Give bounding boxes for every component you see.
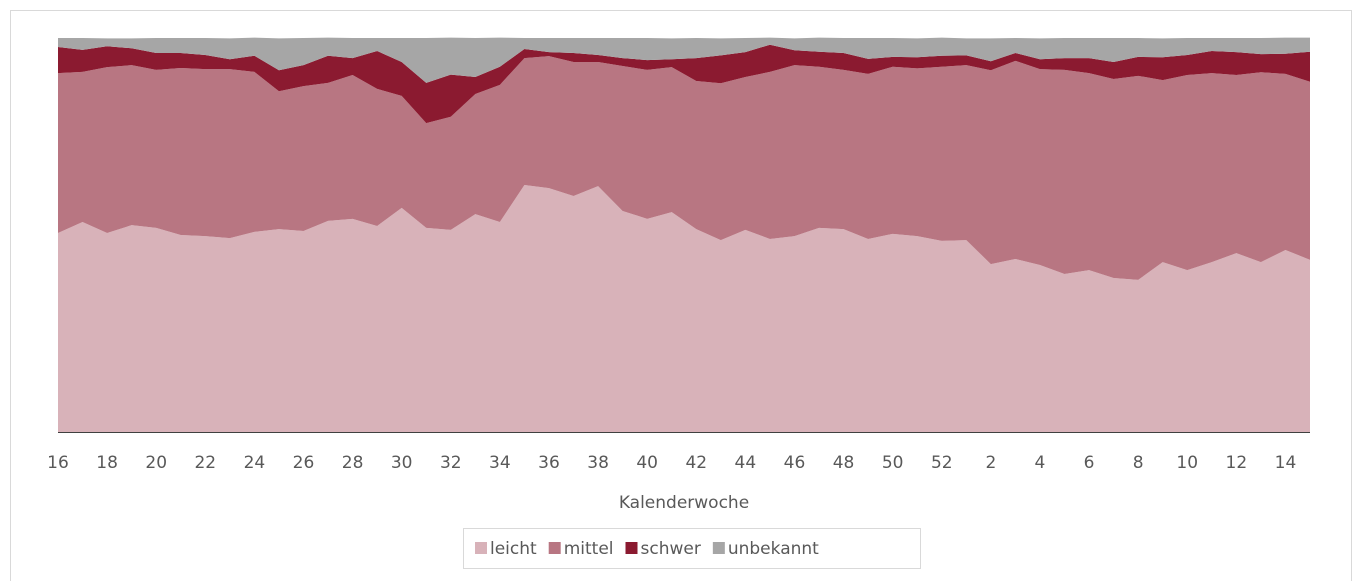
x-tick-label: 8 — [1133, 453, 1144, 473]
x-tick-label: 12 — [1226, 453, 1248, 473]
legend-swatch — [475, 542, 487, 554]
x-tick-label: 4 — [1035, 453, 1046, 473]
plot-area — [58, 37, 1310, 432]
x-tick-label: 16 — [47, 453, 69, 473]
legend-swatch — [548, 542, 561, 554]
x-tick-label: 10 — [1176, 453, 1198, 473]
x-tick-label: 50 — [882, 453, 904, 473]
x-tick-label: 28 — [342, 453, 364, 473]
x-tick-label: 34 — [489, 453, 511, 473]
legend-label: unbekannt — [728, 539, 819, 559]
x-tick-label: 2 — [985, 453, 996, 473]
x-tick-label: 24 — [244, 453, 266, 473]
x-tick-label: 14 — [1275, 453, 1297, 473]
x-tick-label: 48 — [833, 453, 855, 473]
x-tick-label: 6 — [1084, 453, 1095, 473]
x-tick-label: 32 — [440, 453, 462, 473]
x-tick-label: 36 — [538, 453, 560, 473]
area-leicht — [58, 184, 1310, 432]
area-unbekannt — [58, 37, 1310, 83]
area-mittel — [58, 56, 1310, 280]
legend: leicht mittel schwer unbekannt — [475, 539, 819, 559]
x-tick-label: 42 — [685, 453, 707, 473]
x-axis-title: Kalenderwoche — [619, 493, 749, 513]
x-tick-label: 18 — [96, 453, 118, 473]
x-tick-label: 22 — [194, 453, 216, 473]
x-tick-label: 30 — [391, 453, 413, 473]
legend-swatch — [712, 542, 725, 554]
x-tick-label: 38 — [587, 453, 609, 473]
x-tick-label: 46 — [784, 453, 806, 473]
x-tick-label: 52 — [931, 453, 953, 473]
x-tick-label: 40 — [636, 453, 658, 473]
legend-label: mittel — [564, 539, 614, 559]
legend-label: schwer — [641, 539, 701, 559]
legend-box — [463, 528, 921, 569]
x-tick-label: 26 — [293, 453, 315, 473]
legend-label: leicht — [490, 539, 537, 559]
legend-swatch — [625, 542, 638, 554]
x-tick-label: 20 — [145, 453, 167, 473]
x-tick-label: 44 — [735, 453, 757, 473]
area-schwer — [58, 44, 1310, 124]
